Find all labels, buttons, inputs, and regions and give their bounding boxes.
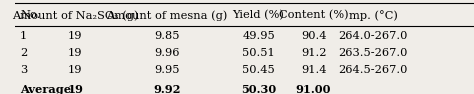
Text: mp. (°C): mp. (°C) xyxy=(349,10,398,21)
Text: 19: 19 xyxy=(68,31,82,41)
Text: Yield (%): Yield (%) xyxy=(233,10,284,20)
Text: 9.85: 9.85 xyxy=(154,31,180,41)
Text: 264.5-267.0: 264.5-267.0 xyxy=(338,65,408,75)
Text: 91.2: 91.2 xyxy=(301,48,326,58)
Text: 2: 2 xyxy=(20,48,27,58)
Text: 19: 19 xyxy=(68,65,82,75)
Text: 264.0-267.0: 264.0-267.0 xyxy=(338,31,408,41)
Text: Average: Average xyxy=(20,84,71,94)
Text: 9.92: 9.92 xyxy=(153,84,181,94)
Text: 9.96: 9.96 xyxy=(154,48,180,58)
Text: 90.4: 90.4 xyxy=(301,31,326,41)
Text: 50.51: 50.51 xyxy=(242,48,275,58)
Text: 9.95: 9.95 xyxy=(154,65,180,75)
Text: 263.5-267.0: 263.5-267.0 xyxy=(338,48,408,58)
Text: 50.30: 50.30 xyxy=(241,84,276,94)
Text: 1: 1 xyxy=(20,31,27,41)
Text: 49.95: 49.95 xyxy=(242,31,275,41)
Text: Content (%): Content (%) xyxy=(279,10,348,20)
Text: 50.45: 50.45 xyxy=(242,65,275,75)
Text: 3: 3 xyxy=(20,65,27,75)
Text: No.: No. xyxy=(20,10,40,20)
Text: Amount of Na₂SO₃ (g): Amount of Na₂SO₃ (g) xyxy=(12,10,138,21)
Text: 91.00: 91.00 xyxy=(296,84,331,94)
Text: 19: 19 xyxy=(68,48,82,58)
Text: 91.4: 91.4 xyxy=(301,65,326,75)
Text: Amount of mesna (g): Amount of mesna (g) xyxy=(106,10,228,21)
Text: 19: 19 xyxy=(67,84,83,94)
